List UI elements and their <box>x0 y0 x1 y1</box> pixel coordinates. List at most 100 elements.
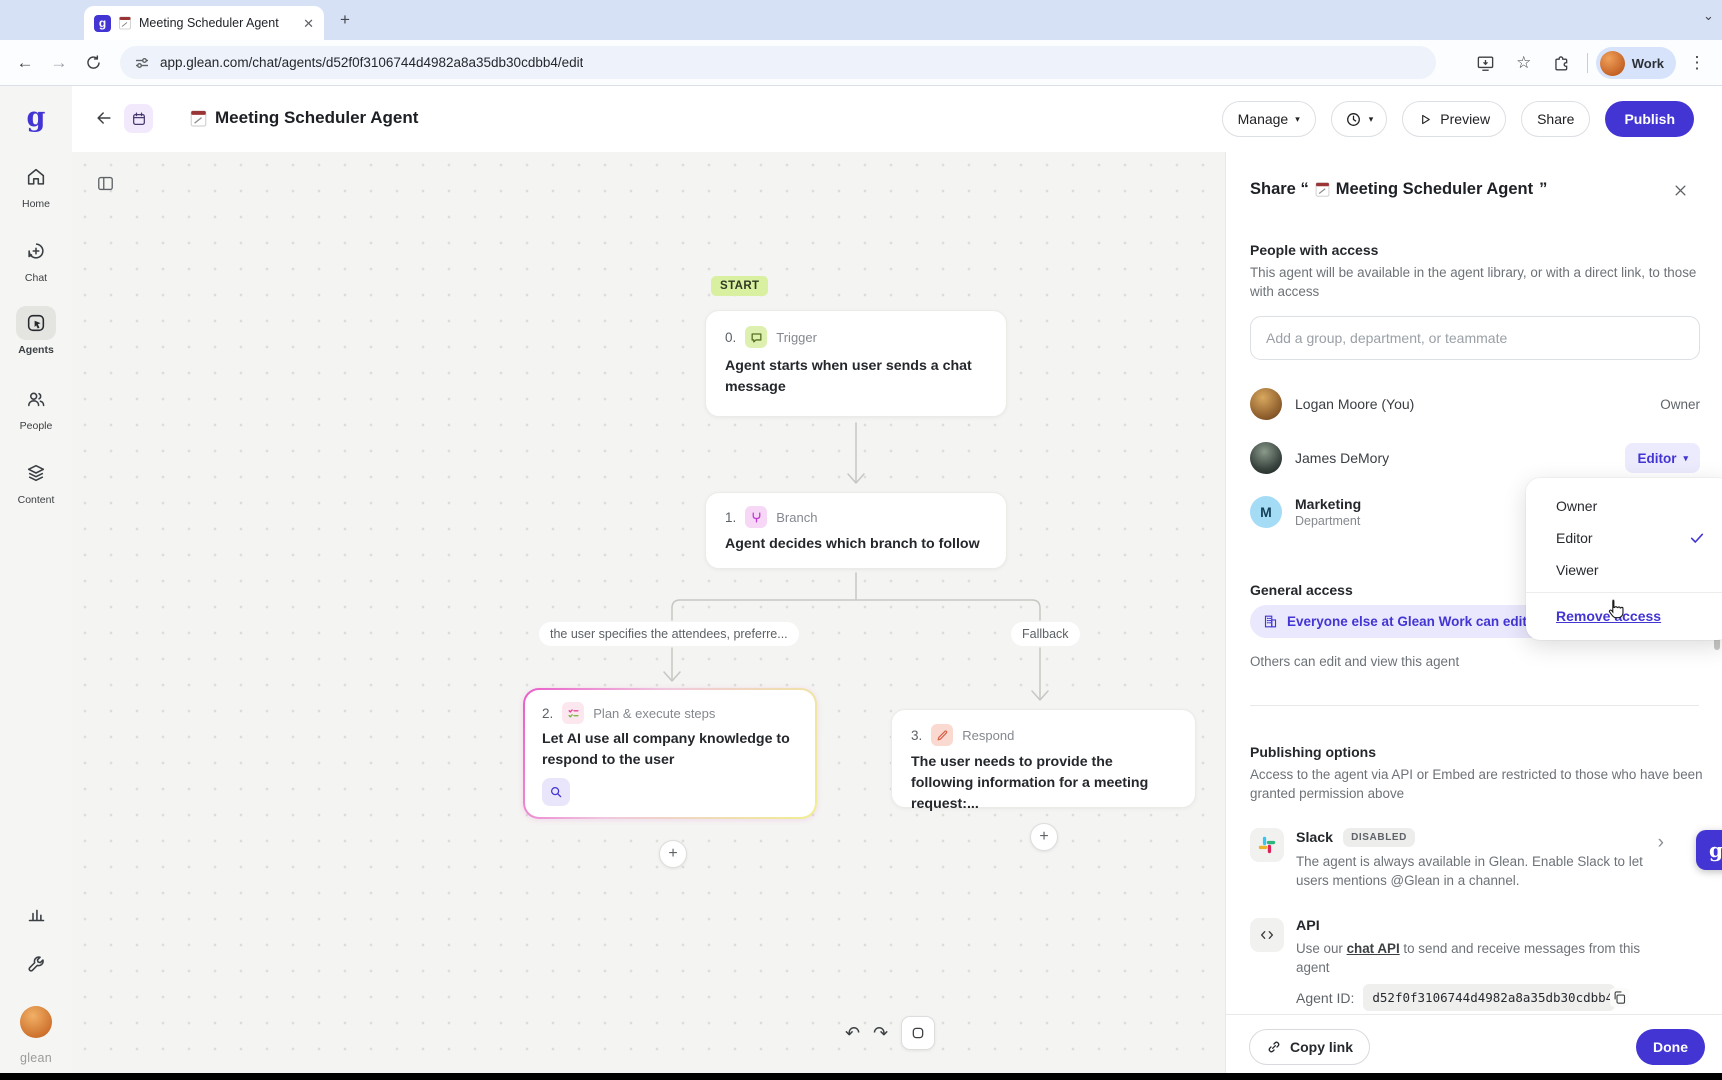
mouse-cursor-icon <box>1604 598 1626 620</box>
profile-avatar <box>1599 50 1625 76</box>
section-divider <box>1250 705 1699 706</box>
remove-access-item[interactable]: Remove access <box>1556 608 1662 624</box>
browser-tab[interactable]: g Meeting Scheduler Agent ✕ <box>84 6 324 40</box>
manage-button[interactable]: Manage ▾ <box>1221 101 1316 137</box>
node-plan-execute[interactable]: 2. Plan & execute steps Let AI use all c… <box>523 688 817 819</box>
slack-icon <box>1258 836 1276 854</box>
group-subtitle: Department <box>1295 514 1361 528</box>
bookmark-star-icon[interactable]: ☆ <box>1516 53 1532 72</box>
extensions-icon[interactable] <box>1545 46 1579 80</box>
url-bar[interactable]: app.glean.com/chat/agents/d52f0f3106744d… <box>120 46 1436 79</box>
sidebar-item-people[interactable]: People <box>0 382 72 432</box>
sidebar-item-home[interactable]: Home <box>0 160 72 210</box>
chevron-down-icon: ▾ <box>1683 452 1688 463</box>
workflow-canvas[interactable]: START 0. Trigger Agent starts when user … <box>72 152 1225 1073</box>
browser-profile-button[interactable]: Work <box>1595 47 1676 79</box>
building-icon <box>1264 615 1277 628</box>
share-button[interactable]: Share <box>1521 101 1591 137</box>
glean-logo[interactable]: g <box>26 102 46 133</box>
publishing-options-desc: Access to the agent via API or Embed are… <box>1250 767 1703 802</box>
done-button[interactable]: Done <box>1636 1029 1705 1065</box>
redo-icon[interactable]: ↷ <box>873 1022 889 1044</box>
disabled-badge: DISABLED <box>1343 828 1415 847</box>
chat-api-link[interactable]: chat API <box>1346 941 1400 956</box>
glean-extension-badge[interactable]: g <box>1696 830 1722 870</box>
agents-icon <box>27 314 45 332</box>
people-with-access-heading: People with access <box>1250 242 1379 258</box>
person-row-james: James DeMory Editor ▾ <box>1250 442 1700 474</box>
role-menu-item-owner[interactable]: Owner <box>1556 498 1598 514</box>
agent-id-value[interactable]: d52f0f3106744d4982a8a35db30cdbb4 <box>1363 984 1616 1011</box>
back-button[interactable] <box>94 108 114 128</box>
sidebar-item-agents[interactable]: Agents <box>0 306 72 356</box>
group-row-marketing: M Marketing Department <box>1250 496 1700 528</box>
general-access-desc: Others can edit and view this agent <box>1250 654 1460 669</box>
role-menu-item-editor[interactable]: Editor <box>1526 522 1722 554</box>
chat-icon <box>28 243 44 259</box>
edge-label-condition[interactable]: the user specifies the attendees, prefer… <box>539 622 799 646</box>
schedule-button[interactable]: ▾ <box>1330 101 1388 137</box>
admin-wrench-icon[interactable] <box>26 954 47 975</box>
page-title: Meeting Scheduler Agent <box>190 108 418 128</box>
play-icon <box>1422 114 1431 124</box>
calendar-icon <box>132 112 145 125</box>
forward-icon[interactable]: → <box>50 52 68 72</box>
browser-tab-strip: g Meeting Scheduler Agent ✕ + ⌄ <box>0 0 1722 40</box>
chevron-right-icon[interactable]: › <box>1657 832 1664 853</box>
close-icon[interactable] <box>1668 178 1692 202</box>
sidebar-item-content[interactable]: Content <box>0 456 72 506</box>
company-search-icon[interactable] <box>542 778 570 807</box>
install-app-icon[interactable] <box>1469 46 1503 80</box>
copy-icon[interactable] <box>1610 988 1630 1007</box>
role-menu: Owner Editor Viewer Remove access <box>1526 478 1722 640</box>
canvas-toolbar: ↶ ↷ <box>845 1016 936 1050</box>
slack-name: Slack <box>1296 829 1334 846</box>
role-menu-item-viewer[interactable]: Viewer <box>1556 562 1599 578</box>
add-people-input[interactable] <box>1250 316 1700 360</box>
agent-calendar-chip[interactable] <box>124 104 153 133</box>
add-step-button[interactable]: + <box>1030 823 1058 851</box>
site-settings-icon[interactable] <box>134 55 150 71</box>
people-with-access-desc: This agent will be available in the agen… <box>1250 265 1697 300</box>
new-tab-button[interactable]: + <box>340 10 350 29</box>
share-panel-title: Share “ Meeting Scheduler Agent” <box>1250 180 1548 198</box>
app-sidebar: g Home Chat Agents People Content gl <box>0 86 72 1073</box>
agent-id-label: Agent ID: <box>1296 989 1355 1006</box>
api-name: API <box>1296 918 1320 934</box>
reload-icon[interactable] <box>76 46 110 80</box>
profile-label: Work <box>1631 55 1664 71</box>
browser-toolbar: ← → app.glean.com/chat/agents/d52f0f3106… <box>0 40 1722 86</box>
toolbar-divider <box>1586 53 1588 73</box>
analytics-icon[interactable] <box>26 903 47 924</box>
node-branch[interactable]: 1. Branch Agent decides which branch to … <box>705 492 1007 569</box>
role-dropdown-button[interactable]: Editor ▾ <box>1625 443 1700 473</box>
avatar <box>1250 442 1282 474</box>
user-avatar[interactable] <box>20 1006 52 1038</box>
slack-desc: The agent is always available in Glean. … <box>1296 854 1643 889</box>
undo-icon[interactable]: ↶ <box>845 1022 861 1044</box>
slack-integration-row[interactable]: Slack DISABLED The agent is always avail… <box>1250 828 1702 908</box>
fit-view-button[interactable] <box>901 1016 936 1050</box>
node-trigger[interactable]: 0. Trigger Agent starts when user sends … <box>705 310 1007 417</box>
add-step-button[interactable]: + <box>659 840 687 868</box>
clock-icon <box>1346 112 1360 126</box>
memo-icon <box>119 16 131 30</box>
api-desc: Use our chat API to send and receive mes… <box>1296 941 1641 976</box>
panel-toggle-icon[interactable] <box>96 174 115 193</box>
browser-menu-icon[interactable]: ⋮ <box>1688 53 1706 72</box>
publish-button[interactable]: Publish <box>1605 101 1694 137</box>
url-text: app.glean.com/chat/agents/d52f0f3106744d… <box>160 55 584 70</box>
tab-search-chevron-icon[interactable]: ⌄ <box>1703 8 1714 23</box>
branch-icon <box>745 506 768 528</box>
copy-link-button[interactable]: Copy link <box>1249 1029 1371 1065</box>
sidebar-item-chat[interactable]: Chat <box>0 234 72 284</box>
back-icon[interactable]: ← <box>16 52 34 72</box>
edge-label-fallback[interactable]: Fallback <box>1011 622 1080 646</box>
publishing-options-heading: Publishing options <box>1250 744 1376 760</box>
preview-button[interactable]: Preview <box>1402 101 1507 137</box>
menu-divider <box>1526 592 1722 593</box>
node-respond[interactable]: 3. Respond The user needs to provide the… <box>891 709 1196 812</box>
chevron-down-icon: ▾ <box>1368 113 1374 124</box>
glean-favicon: g <box>94 14 111 32</box>
tab-close-icon[interactable]: ✕ <box>303 15 314 31</box>
